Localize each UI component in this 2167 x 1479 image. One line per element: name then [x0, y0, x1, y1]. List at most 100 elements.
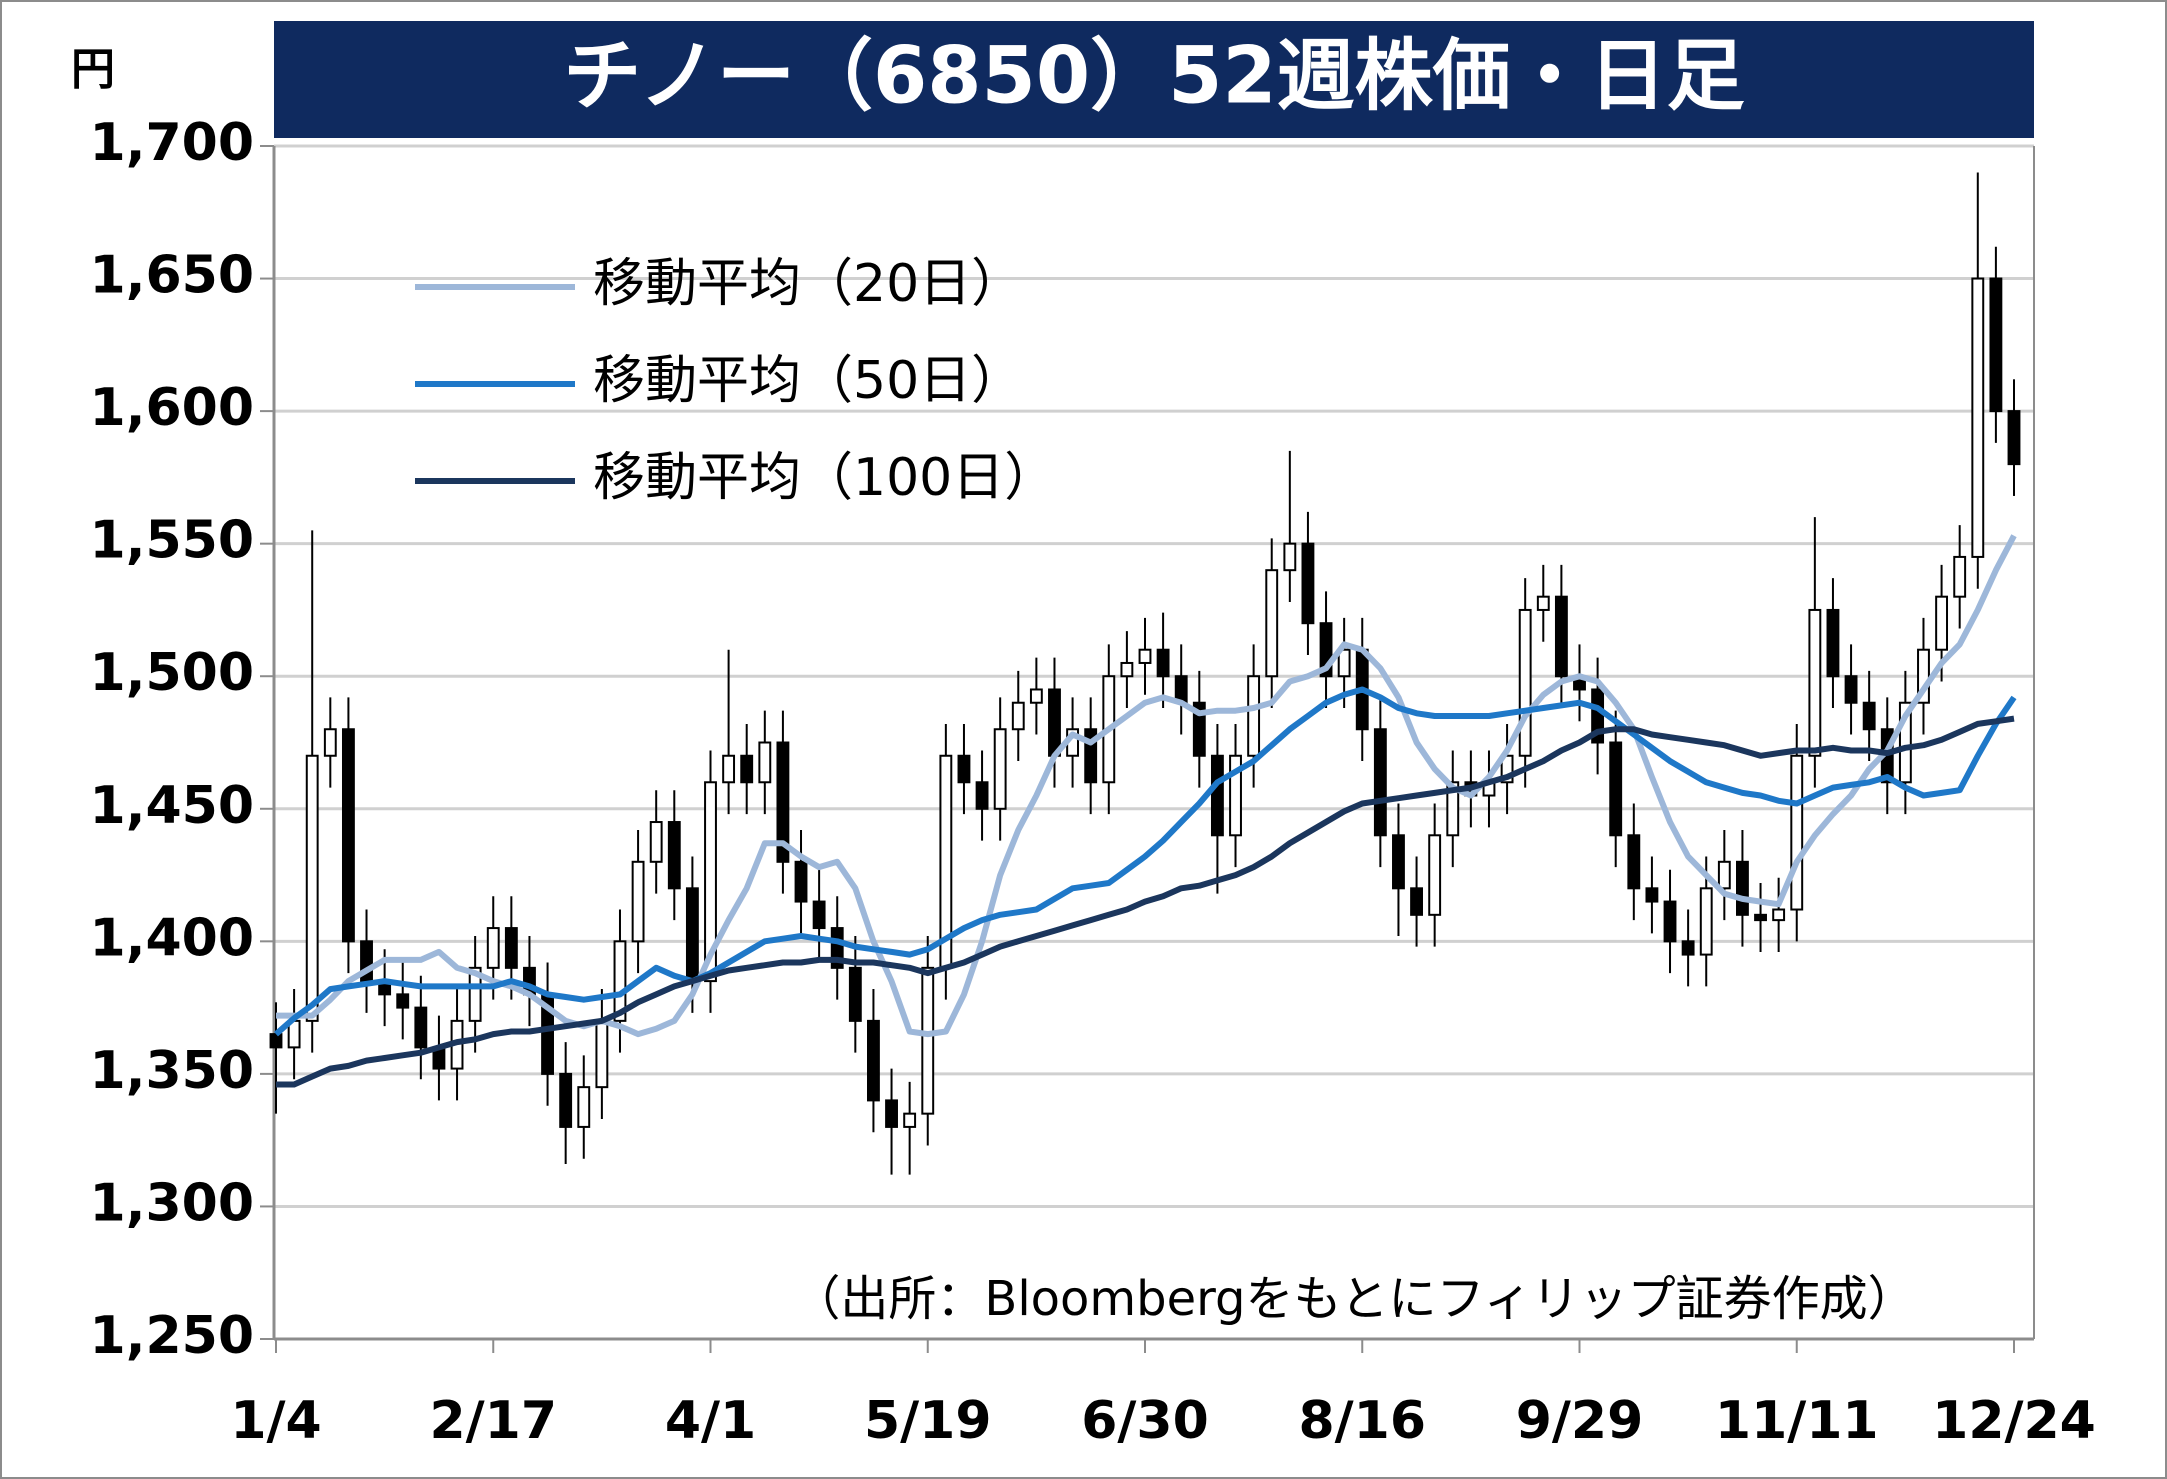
x-tick-label: 9/29 — [1516, 1391, 1644, 1451]
candle-body — [1645, 887, 1659, 903]
candle-body — [341, 728, 355, 943]
candle-body — [1736, 860, 1749, 916]
candle-body — [1536, 595, 1550, 611]
y-tick-label: 1,300 — [90, 1173, 254, 1233]
x-tick-label: 12/24 — [1932, 1391, 2096, 1451]
x-tick-label: 8/16 — [1298, 1391, 1426, 1451]
candle-body — [903, 1112, 917, 1128]
candle-body — [1772, 908, 1786, 922]
candle-body — [1120, 661, 1134, 678]
candle-body — [1826, 608, 1840, 678]
candle-body — [1048, 688, 1061, 757]
x-tick-label: 5/19 — [864, 1391, 992, 1451]
candle-body — [1862, 701, 1876, 731]
candle-body — [921, 966, 935, 1115]
candle-body — [396, 993, 410, 1009]
candle-body — [1518, 608, 1532, 757]
candle-body — [1609, 741, 1623, 837]
candle-body — [975, 781, 989, 810]
candle-body — [867, 1019, 880, 1102]
candle-body — [667, 821, 681, 890]
candle-body — [830, 927, 844, 969]
candle-body — [1898, 701, 1912, 784]
y-tick-label: 1,600 — [90, 378, 254, 438]
candle-body — [649, 821, 663, 863]
candle-body — [1301, 542, 1315, 625]
candle-body — [414, 1006, 428, 1049]
moving-average-line — [274, 686, 2017, 1037]
y-tick-label: 1,250 — [90, 1306, 254, 1366]
candle-body — [1373, 728, 1387, 837]
moving-average-line — [276, 715, 2015, 1088]
candle-body — [323, 728, 337, 757]
candle-body — [1953, 555, 1967, 598]
title-banner — [274, 21, 2034, 138]
candle-body — [1554, 595, 1568, 678]
candle-body — [1844, 675, 1858, 704]
x-tick-label: 1/4 — [230, 1391, 321, 1451]
candle-body — [631, 860, 645, 943]
candle-body — [1681, 940, 1695, 956]
candle-body — [1935, 595, 1949, 651]
candle-body — [1917, 648, 1930, 704]
y-tick-label: 1,400 — [90, 908, 254, 968]
candle-body — [2007, 410, 2021, 466]
source-note: （出所：Bloombergをもとにフィリップ証券作成） — [792, 1271, 1915, 1327]
candle-body — [504, 927, 518, 969]
x-tick-label: 2/17 — [429, 1391, 557, 1451]
candle-body — [993, 728, 1007, 810]
candle-body — [1627, 834, 1641, 890]
candle-body — [305, 754, 319, 1022]
legend-label: 移動平均（20日） — [593, 254, 1023, 314]
candle-body — [740, 754, 754, 784]
candle-body — [1319, 622, 1333, 678]
y-unit: 円 — [71, 44, 115, 95]
candle-body — [957, 754, 971, 784]
candle-body — [1591, 688, 1605, 744]
candle-body — [848, 966, 862, 1022]
y-tick-label: 1,700 — [90, 113, 254, 173]
candle-body — [1084, 728, 1098, 784]
chart-title: チノー（6850）52週株価・日足 — [563, 31, 1744, 121]
candle-body — [1337, 648, 1351, 678]
candle-body — [613, 940, 627, 1022]
candle-body — [1971, 277, 1985, 558]
candle-body — [1192, 701, 1206, 757]
x-tick-label: 4/1 — [665, 1391, 756, 1451]
candle-body — [776, 741, 790, 863]
candle-body — [1808, 608, 1822, 757]
x-tick-label: 11/11 — [1715, 1391, 1879, 1451]
candle-body — [1717, 860, 1731, 890]
y-tick-label: 1,450 — [90, 776, 254, 836]
candle-body — [885, 1099, 898, 1128]
y-tick-label: 1,350 — [90, 1041, 254, 1101]
y-tick-label: 1,500 — [90, 643, 254, 703]
candle-body — [1790, 754, 1804, 911]
moving-average-line — [276, 534, 2017, 1038]
y-tick-label: 1,650 — [90, 246, 254, 306]
candle-body — [1210, 754, 1224, 837]
candle-body — [685, 887, 699, 983]
candle-body — [794, 860, 808, 903]
candle-body — [1247, 675, 1261, 757]
candle-body — [1156, 648, 1170, 678]
candle-body — [1428, 834, 1442, 916]
candle-body — [468, 966, 482, 1022]
candle-body — [1754, 913, 1767, 922]
candle-body — [1283, 542, 1297, 572]
candle-body — [1410, 887, 1423, 916]
candle-body — [1699, 887, 1713, 956]
candle-body — [1138, 648, 1152, 664]
y-tick-label: 1,550 — [90, 511, 254, 571]
candle-body — [1265, 569, 1279, 678]
candle-body — [758, 741, 772, 784]
candle-body — [1229, 754, 1242, 837]
candle-body — [577, 1086, 591, 1128]
candle-body — [812, 900, 826, 930]
x-tick-label: 6/30 — [1081, 1391, 1209, 1451]
candle-body — [1663, 900, 1677, 943]
legend-label: 移動平均（50日） — [593, 351, 1023, 411]
candle-body — [559, 1072, 573, 1128]
candle-body — [704, 781, 717, 983]
